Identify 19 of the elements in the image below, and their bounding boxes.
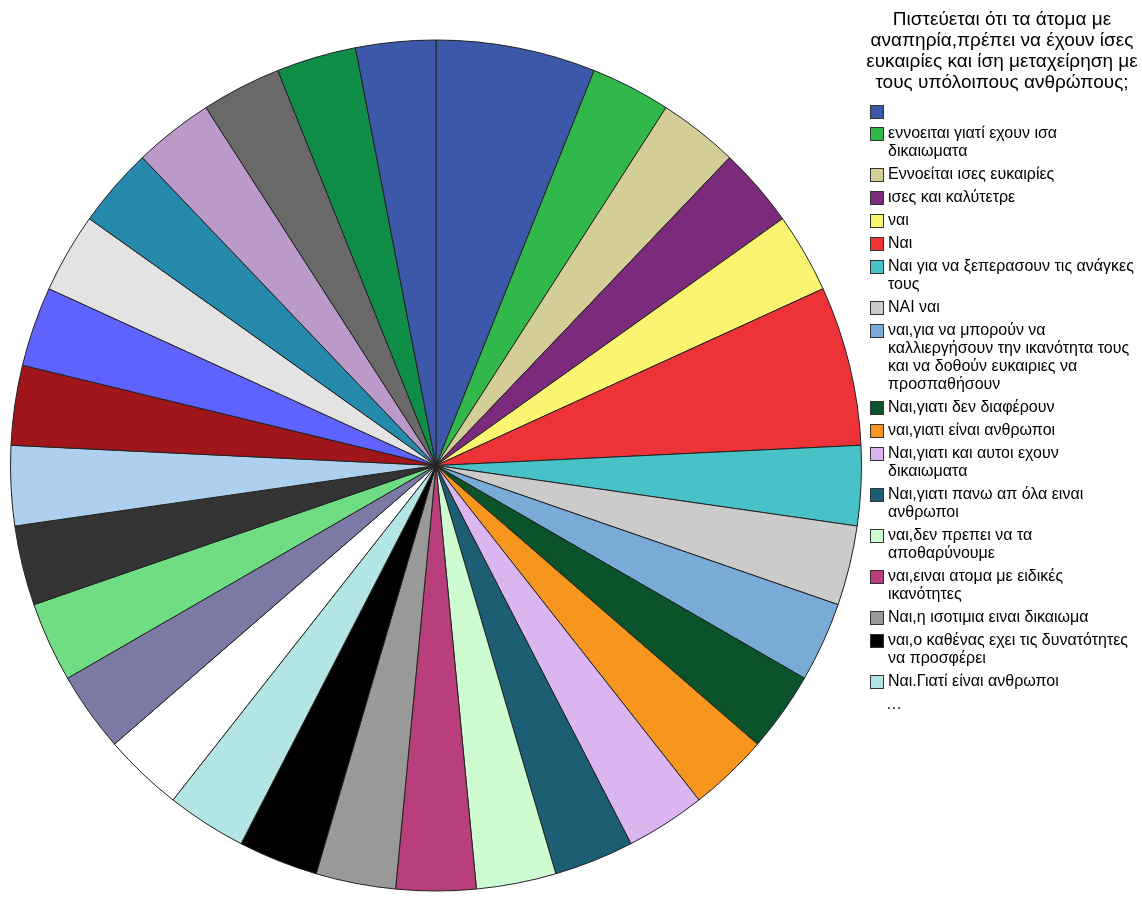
legend-label: ισες και καλύτετρε — [888, 188, 1016, 206]
legend-label: Ναι,γιατι και αυτοι εχουν δικαιωματα — [888, 444, 1060, 480]
legend-label: Ναι.Γιατί είναι ανθρωποι — [888, 672, 1059, 690]
legend-label: ΝΑΙ ναι — [888, 298, 940, 316]
legend-label: Ναι για να ξεπερασουν τις ανάγκες τους — [888, 257, 1135, 293]
legend-label: Ναι,γιατι δεν διαφέρουν — [888, 398, 1055, 416]
legend-label: Εννοείται ισες ευκαιρίες — [888, 165, 1055, 183]
legend-label: ναι,ο καθένας εχει τις δυνατότητες να προσφέρει — [888, 631, 1130, 667]
legend-label: ναι,ειναι ατομα με ειδικές ικανότητες — [888, 567, 1065, 603]
legend-label: ναι — [888, 211, 909, 229]
legend-label: εννοειται γιατί εχουν ισα δικαιωματα — [888, 124, 1059, 160]
legend-label: ναι,γιατι είναι ανθρωποι — [888, 421, 1056, 439]
text: … — [885, 695, 903, 713]
legend-title: Πιστεύεται ότι τα άτομα με αναπηρία,πρέπει να έχουν ίσες ευκαιρίες και ίση μεταχείρηση με τους υπόλοιπους ανθρώπους; — [866, 8, 1138, 92]
legend-label: ναι,για να μπορούν να καλλιεργήσουν την ικανότητα τους και να δοθούν ευκαιριες να προσπαθήσουν — [888, 321, 1131, 393]
legend-label: Ναι,γιατι πανω απ όλα ειναι ανθρωποι — [888, 485, 1085, 521]
legend-label: ναι,δεν πρεπει να τα αποθαρύνουμε — [888, 526, 1034, 562]
legend-label: Ναι — [888, 234, 913, 252]
legend-label: Ναι,η ισοτιμια ειναι δικαιωμα — [888, 608, 1089, 626]
